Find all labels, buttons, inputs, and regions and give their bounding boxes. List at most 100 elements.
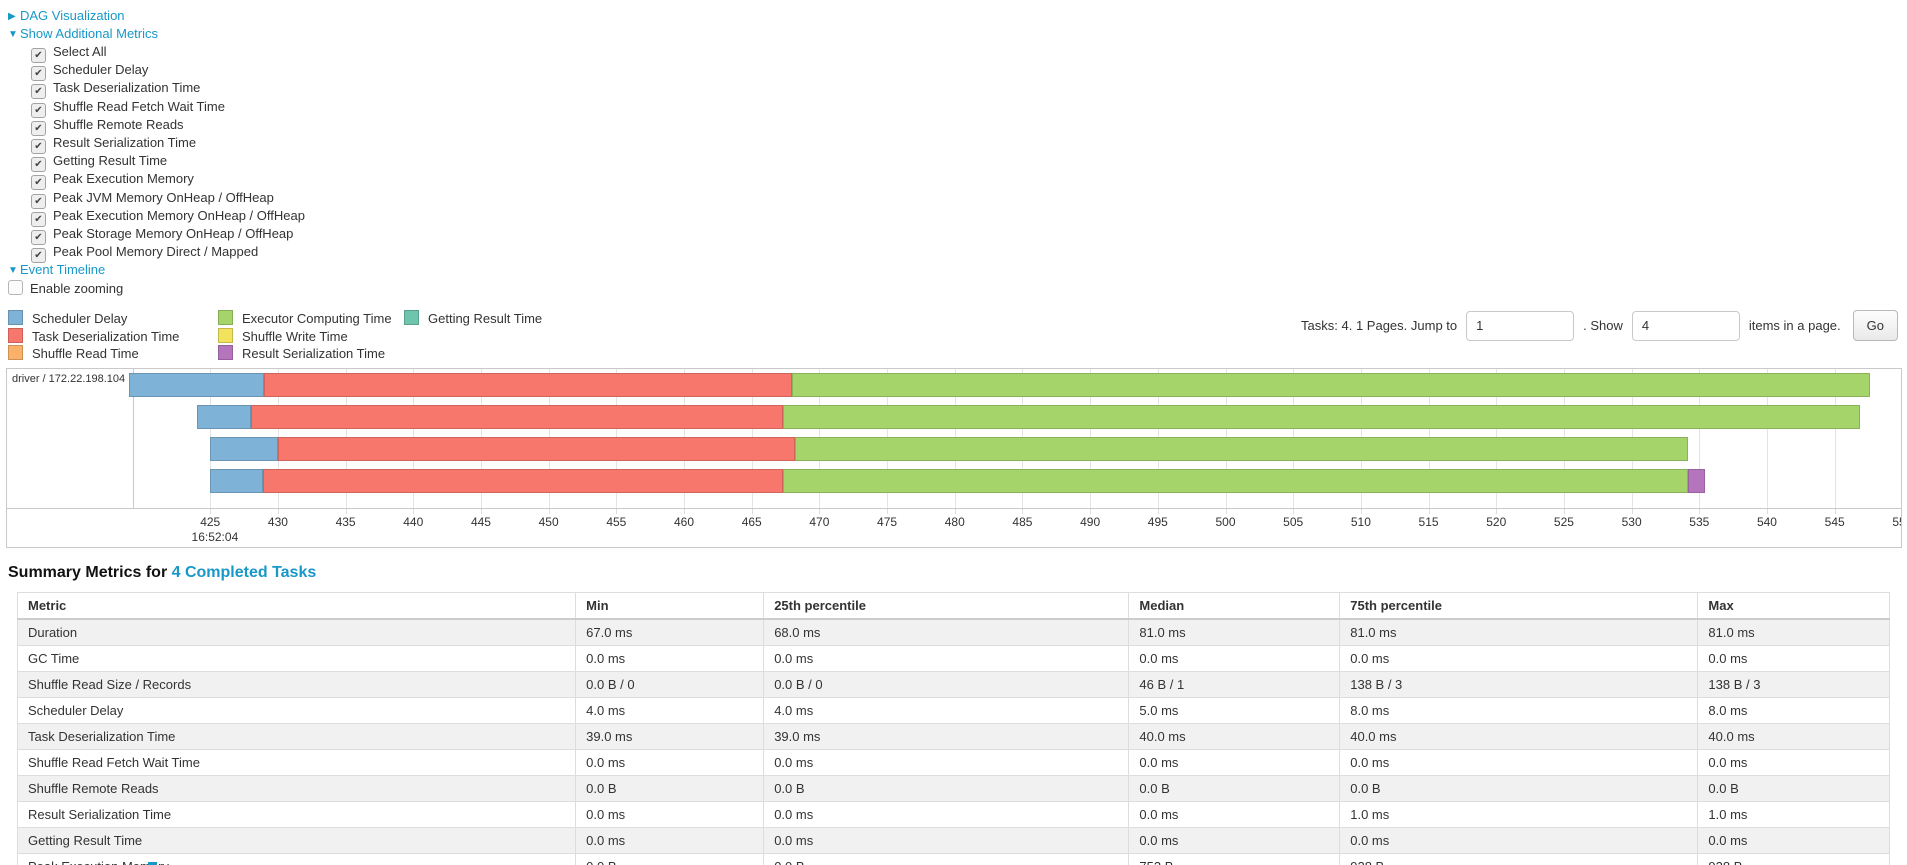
axis-tick-label: 445 xyxy=(470,515,491,530)
metric-checkbox-row[interactable]: ✔ Peak JVM Memory OnHeap / OffHeap xyxy=(31,189,1907,209)
legend-label: Shuffle Write Time xyxy=(242,328,348,344)
metric-checkbox-label: Task Deserialization Time xyxy=(53,80,201,96)
checkbox-checked-icon[interactable]: ✔ xyxy=(31,193,46,209)
legend-label: Executor Computing Time xyxy=(242,311,392,327)
axis-tick-label: 550 xyxy=(1892,515,1901,530)
metric-value-cell: 0.0 ms xyxy=(1339,645,1699,673)
event-timeline-link[interactable]: Event Timeline xyxy=(20,262,106,278)
completed-tasks-link[interactable]: 4 Completed Tasks xyxy=(171,564,317,582)
axis-tick-mark xyxy=(1699,509,1701,515)
metric-value-cell: 0.0 B / 0 xyxy=(575,671,765,699)
timeline-segment-executor_computing xyxy=(792,373,1870,398)
metric-value-cell: 0.0 B xyxy=(1339,775,1699,803)
metric-value-cell: 0.0 B / 0 xyxy=(763,671,1130,699)
metric-checkbox-row[interactable]: ✔ Peak Execution Memory xyxy=(31,170,1907,191)
axis-tick-label: 490 xyxy=(1080,515,1101,530)
metric-checkbox-row[interactable]: ✔ Getting Result Time xyxy=(31,152,1907,173)
timeline-axis-track: 425 16:52:04 430 435 440 445 450 455 460 465 470 47… xyxy=(129,509,1901,547)
checkbox-checked-icon[interactable]: ✔ xyxy=(31,120,46,136)
summary-column-header: 75th percentile xyxy=(1339,592,1699,621)
metric-checkbox-row[interactable]: ✔ Peak Storage Memory OnHeap / OffHeap xyxy=(31,225,1907,245)
axis-tick-mark xyxy=(345,509,347,515)
axis-tick-mark xyxy=(616,509,618,515)
legend-label: Scheduler Delay xyxy=(32,311,128,327)
checkbox-checked-icon[interactable]: ✔ xyxy=(31,138,46,154)
axis-tick-mark xyxy=(1496,509,1498,515)
checkbox-checked-icon[interactable]: ✔ xyxy=(31,84,46,100)
summary-table-row: Scheduler Delay 4.0 ms 4.0 ms 5.0 ms 8.0 ms 8… xyxy=(16,697,1890,725)
metric-checkbox-row[interactable]: ✔ Shuffle Read Fetch Wait Time xyxy=(31,98,1907,118)
legend-swatch-icon xyxy=(218,327,233,343)
legend-swatch-icon xyxy=(8,345,23,361)
task-bar-row xyxy=(129,373,1901,398)
event-timeline-chart: driver / 172.22.198.104 425 16:52:04 430 43… xyxy=(6,368,1902,549)
metric-checkbox-row[interactable]: ✔ Result Serialization Time xyxy=(31,134,1907,154)
metric-value-cell: 752 B xyxy=(1128,853,1341,865)
items-per-page-input[interactable] xyxy=(1631,310,1740,341)
axis-tick-mark xyxy=(413,509,415,515)
axis-tick-mark xyxy=(548,509,550,515)
metric-checkbox-row[interactable]: ✔ Scheduler Delay xyxy=(31,61,1907,82)
summary-table-body: Duration 67.0 ms 68.0 ms 81.0 ms 81.0 ms 81.0… xyxy=(16,618,1890,865)
checkbox-checked-icon[interactable]: ✔ xyxy=(31,102,46,118)
summary-column-header: Metric xyxy=(16,592,577,621)
go-button[interactable]: Go xyxy=(1852,310,1898,342)
metric-checkbox-row[interactable]: ✔ Select All xyxy=(31,43,1907,63)
metric-checkbox-row[interactable]: ✔ Peak Pool Memory Direct / Mapped xyxy=(31,243,1907,264)
jump-to-page-input[interactable] xyxy=(1466,310,1575,341)
show-additional-metrics-link[interactable]: Show Additional Metrics xyxy=(20,26,159,41)
summary-table-row: Task Deserialization Time 39.0 ms 39.0 ms 4… xyxy=(16,723,1890,751)
dag-visualization-link[interactable]: DAG Visualization xyxy=(20,8,125,23)
metric-value-cell: 5.0 ms xyxy=(1128,697,1341,725)
metric-value-cell: 138 B / 3 xyxy=(1339,671,1699,699)
checkbox-checked-icon[interactable]: ✔ xyxy=(31,211,46,227)
legend-swatch-icon xyxy=(8,310,23,326)
checkbox-unchecked-icon[interactable] xyxy=(8,280,23,296)
metric-checkbox-row[interactable]: ✔ Shuffle Remote Reads xyxy=(31,116,1907,136)
checkbox-checked-icon[interactable]: ✔ xyxy=(31,48,46,63)
legend-swatch-icon xyxy=(218,310,233,326)
metric-checkbox-list: ✔ Select All ✔ Scheduler Delay ✔ Task Deseria… xyxy=(31,43,1907,264)
checkbox-checked-icon[interactable]: ✔ xyxy=(31,248,46,264)
axis-tick-label: 510 xyxy=(1350,515,1371,530)
gridline xyxy=(1699,369,1701,510)
metric-name-cell: Shuffle Read Fetch Wait Time xyxy=(16,749,577,777)
axis-tick-mark xyxy=(1834,509,1836,515)
axis-tick-label: 440 xyxy=(403,515,424,530)
gridline xyxy=(1766,369,1768,510)
metric-name-cell: Result Serialization Time xyxy=(16,801,577,829)
legend-swatch-icon xyxy=(404,310,419,326)
metric-value-cell: 81.0 ms xyxy=(1339,618,1699,647)
legend-label: Shuffle Read Time xyxy=(32,346,139,362)
metric-checkbox-row[interactable]: ✔ Task Deserialization Time xyxy=(31,79,1907,100)
summary-table-row: Shuffle Remote Reads 0.0 B 0.0 B 0.0 B 0.0 B… xyxy=(16,775,1890,803)
checkbox-checked-icon[interactable]: ✔ xyxy=(31,175,46,191)
metric-value-cell: 81.0 ms xyxy=(1697,618,1890,647)
metric-value-cell: 928 B xyxy=(1339,853,1699,865)
axis-tick-label: 475 xyxy=(877,515,898,530)
task-bar-row xyxy=(129,469,1901,494)
metric-value-cell: 67.0 ms xyxy=(575,618,765,647)
timeline-segment-scheduler_delay xyxy=(129,373,265,398)
metric-value-cell: 138 B / 3 xyxy=(1697,671,1890,699)
timeline-segment-result_serialization xyxy=(1688,469,1705,494)
checkbox-checked-icon[interactable]: ✔ xyxy=(31,66,46,82)
metric-value-cell: 1.0 ms xyxy=(1339,801,1699,829)
metric-value-cell: 0.0 B xyxy=(763,853,1130,865)
checkbox-checked-icon[interactable]: ✔ xyxy=(31,229,46,245)
axis-tick-label: 485 xyxy=(1012,515,1033,530)
axis-tick-label: 545 xyxy=(1824,515,1845,530)
metric-value-cell: 0.0 ms xyxy=(575,801,765,829)
metric-checkbox-row[interactable]: ✔ Peak Execution Memory OnHeap / OffHeap xyxy=(31,207,1907,227)
metric-value-cell: 0.0 ms xyxy=(1697,749,1890,777)
axis-tick-label: 515 xyxy=(1418,515,1439,530)
summary-column-header: 25th percentile xyxy=(763,592,1130,621)
metric-name-cell: Scheduler Delay xyxy=(16,697,577,725)
axis-tick-label: 460 xyxy=(674,515,695,530)
metric-value-cell: 40.0 ms xyxy=(1339,723,1699,751)
summary-column-header: Median xyxy=(1128,592,1341,621)
axis-tick-mark xyxy=(684,509,686,515)
summary-table-header-row: Metric Min 25th percentile Median 75th perce… xyxy=(16,592,1890,621)
checkbox-checked-icon[interactable]: ✔ xyxy=(31,157,46,173)
